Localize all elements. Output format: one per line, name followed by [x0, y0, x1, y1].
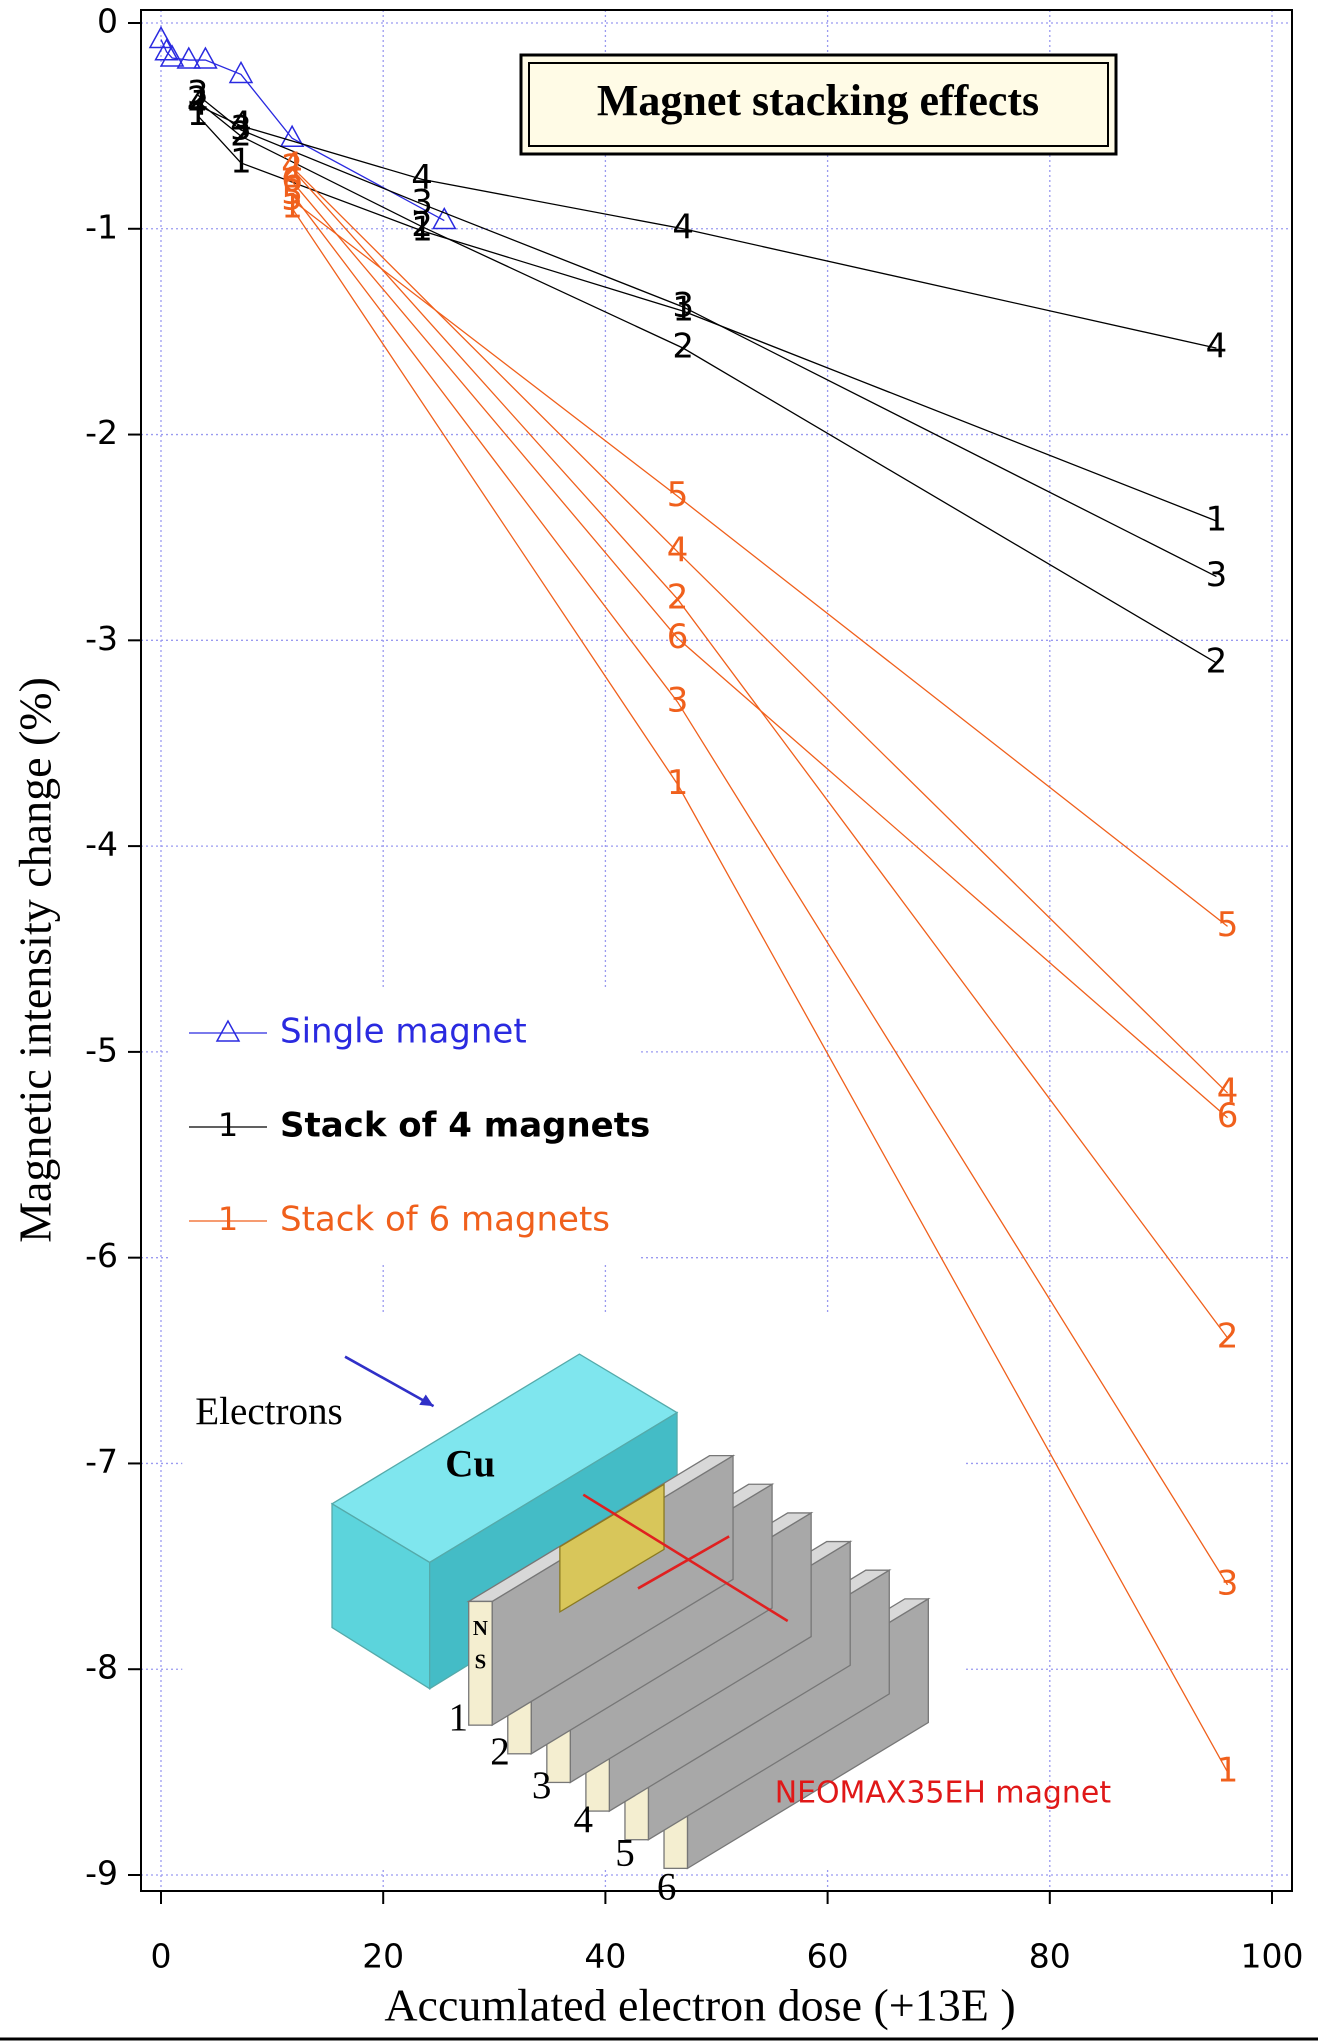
point-label: 1	[667, 763, 689, 803]
magnet-number: 6	[657, 1865, 677, 1908]
y-tick-label: -1	[85, 207, 118, 246]
point-label: 1	[1217, 1751, 1239, 1791]
x-tick-label: 100	[1241, 1937, 1304, 1976]
legend-label: Stack of 4 magnets	[280, 1106, 650, 1146]
point-label: 2	[667, 578, 689, 618]
y-tick-label: -2	[85, 413, 118, 452]
point-label: 4	[1206, 327, 1228, 367]
point-label: 4	[187, 84, 209, 124]
y-axis-title: Magnetic intensity change (%)	[10, 677, 61, 1243]
y-tick-label: -5	[85, 1030, 118, 1069]
magnet-number: 3	[532, 1764, 552, 1807]
point-label: 3	[672, 285, 694, 325]
legend-marker: 1	[218, 1200, 238, 1238]
inset-label: Cu	[445, 1442, 495, 1485]
point-label: 2	[1206, 641, 1228, 681]
y-tick-label: -7	[85, 1442, 118, 1481]
legend-marker: 1	[218, 1106, 238, 1144]
x-tick-label: 0	[151, 1937, 172, 1976]
pole-label: N	[473, 1616, 488, 1640]
magnet-number: 5	[615, 1832, 635, 1875]
point-label: 4	[672, 207, 694, 247]
point-label: 3	[667, 681, 689, 721]
pole-label: S	[475, 1650, 487, 1674]
point-label: 6	[667, 617, 689, 657]
point-label: 5	[1217, 905, 1239, 945]
point-label: 3	[1217, 1563, 1239, 1603]
point-label: 6	[281, 160, 303, 200]
chart: NS6NS5NS4NS3NS2NS1 Electrons Cu NEOMAX35…	[0, 0, 1318, 2044]
y-tick-label: -9	[85, 1854, 118, 1893]
point-label: 4	[230, 104, 252, 144]
y-tick-label: -3	[85, 619, 118, 658]
x-tick-label: 60	[807, 1937, 849, 1976]
y-tick-label: -4	[85, 825, 118, 864]
point-label: 3	[1206, 555, 1228, 595]
x-tick-label: 40	[584, 1937, 626, 1976]
magnet-number: 4	[574, 1798, 594, 1841]
point-label: 4	[411, 158, 433, 198]
point-label: 1	[1206, 499, 1228, 539]
inset-label: Electrons	[195, 1390, 342, 1433]
point-label: 4	[667, 530, 689, 570]
chart-title: Magnet stacking effects	[597, 76, 1039, 125]
y-tick-label: 0	[97, 2, 118, 41]
inset-label: NEOMAX35EH magnet	[775, 1776, 1112, 1811]
point-label: 5	[667, 475, 689, 515]
x-tick-label: 20	[362, 1937, 404, 1976]
x-axis-title: Accumlated electron dose (+13E )	[384, 1980, 1015, 2031]
x-tick-label: 80	[1029, 1937, 1071, 1976]
page: NS6NS5NS4NS3NS2NS1 Electrons Cu NEOMAX35…	[0, 0, 1318, 2044]
y-tick-label: -8	[85, 1648, 118, 1687]
y-tick-label: -6	[85, 1236, 118, 1275]
point-label: 2	[1217, 1316, 1239, 1356]
magnet-number: 2	[490, 1730, 510, 1773]
legend-label: Single magnet	[280, 1012, 527, 1052]
magnet-number: 1	[449, 1696, 469, 1739]
legend-label: Stack of 6 magnets	[280, 1200, 610, 1240]
point-label: 6	[1217, 1096, 1239, 1136]
point-label: 2	[672, 327, 694, 367]
